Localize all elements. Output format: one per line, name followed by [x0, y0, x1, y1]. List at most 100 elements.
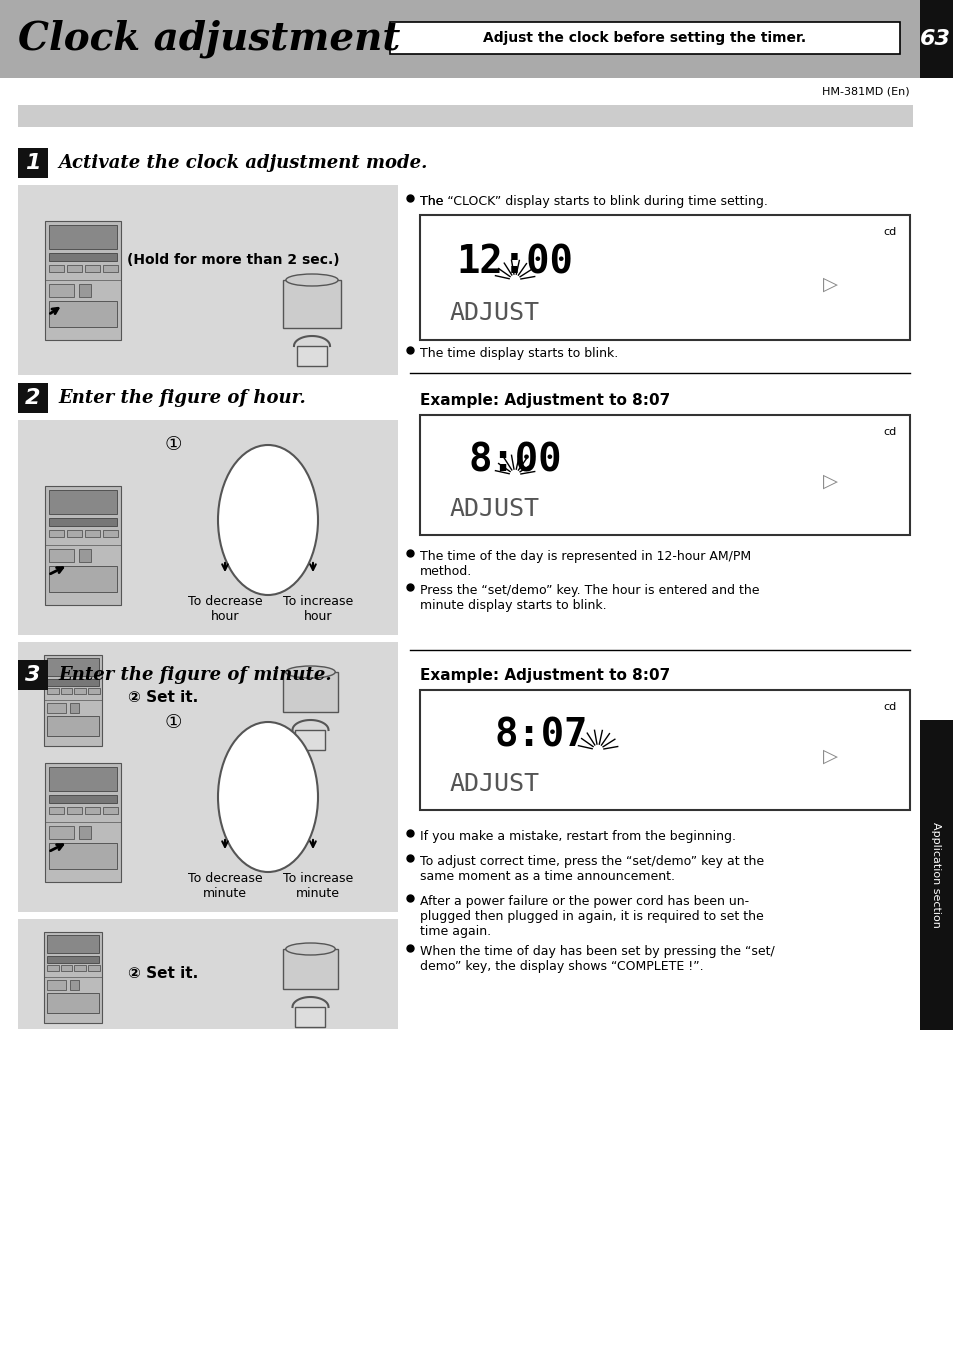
- Bar: [74, 688, 86, 693]
- Bar: [49, 566, 117, 592]
- Bar: [0, 0, 953, 78]
- Text: Application section: Application section: [930, 821, 940, 928]
- Text: cd: cd: [882, 227, 896, 236]
- Bar: [18, 697, 397, 912]
- Bar: [18, 919, 397, 1029]
- Bar: [61, 966, 72, 970]
- Bar: [49, 794, 117, 804]
- Text: cd: cd: [882, 703, 896, 712]
- Bar: [49, 827, 74, 839]
- Bar: [18, 642, 397, 753]
- Bar: [18, 185, 397, 376]
- Text: Example: Adjustment to 8:07: Example: Adjustment to 8:07: [419, 393, 670, 408]
- Text: Adjust the clock before setting the timer.: Adjust the clock before setting the time…: [483, 31, 805, 45]
- Text: Enter the figure of hour.: Enter the figure of hour.: [58, 389, 305, 407]
- Bar: [47, 704, 67, 713]
- Text: ▷: ▷: [821, 747, 837, 766]
- Bar: [49, 253, 117, 261]
- Text: Activate the clock adjustment mode.: Activate the clock adjustment mode.: [58, 154, 427, 172]
- Ellipse shape: [286, 274, 337, 286]
- Text: Example: Adjustment to 8:07: Example: Adjustment to 8:07: [419, 667, 670, 684]
- Bar: [49, 843, 117, 869]
- Bar: [49, 490, 117, 513]
- Bar: [390, 22, 899, 54]
- Bar: [18, 382, 48, 413]
- Bar: [49, 530, 64, 536]
- Bar: [61, 688, 72, 693]
- Bar: [85, 530, 100, 536]
- Text: To increase
minute: To increase minute: [283, 871, 353, 900]
- Bar: [18, 149, 48, 178]
- Bar: [67, 807, 82, 813]
- Text: ▷: ▷: [821, 471, 837, 490]
- Bar: [79, 284, 91, 297]
- Bar: [70, 981, 79, 990]
- Bar: [70, 704, 79, 713]
- Bar: [296, 346, 327, 366]
- Text: 63: 63: [919, 28, 949, 49]
- Ellipse shape: [286, 943, 335, 955]
- Bar: [88, 688, 99, 693]
- Text: 8:07: 8:07: [495, 716, 588, 755]
- Bar: [85, 807, 100, 813]
- Text: To decrease
minute: To decrease minute: [188, 871, 262, 900]
- Bar: [49, 301, 117, 327]
- Bar: [419, 690, 909, 811]
- Text: ADJUST: ADJUST: [450, 497, 539, 520]
- Bar: [45, 762, 121, 881]
- Bar: [295, 1006, 325, 1027]
- Bar: [919, 720, 953, 1029]
- Bar: [47, 680, 99, 686]
- Text: ADJUST: ADJUST: [450, 771, 539, 796]
- Bar: [49, 807, 64, 813]
- Bar: [49, 284, 74, 297]
- Text: To increase
hour: To increase hour: [283, 594, 353, 623]
- Bar: [47, 688, 59, 693]
- Text: ①: ①: [164, 712, 182, 731]
- Bar: [283, 280, 340, 328]
- Text: ② Set it.: ② Set it.: [128, 966, 198, 981]
- Bar: [79, 827, 91, 839]
- Text: Enter the figure of minute.: Enter the figure of minute.: [58, 666, 332, 684]
- Text: ② Set it.: ② Set it.: [128, 689, 198, 704]
- Text: 8:00: 8:00: [468, 442, 561, 480]
- Bar: [283, 671, 337, 712]
- Bar: [45, 220, 121, 339]
- Text: To adjust correct time, press the “set/demo” key at the
same moment as a time an: To adjust correct time, press the “set/d…: [419, 855, 763, 884]
- Bar: [79, 550, 91, 562]
- Text: 12:00: 12:00: [456, 243, 573, 281]
- Ellipse shape: [218, 721, 317, 871]
- Bar: [44, 654, 102, 746]
- Text: The time of the day is represented in 12-hour AM/PM
method.: The time of the day is represented in 12…: [419, 550, 750, 578]
- Bar: [102, 807, 118, 813]
- Bar: [67, 265, 82, 272]
- Ellipse shape: [286, 666, 335, 678]
- Bar: [74, 966, 86, 970]
- Bar: [18, 105, 912, 127]
- Bar: [47, 981, 67, 990]
- Bar: [102, 265, 118, 272]
- Bar: [85, 265, 100, 272]
- Text: To decrease
hour: To decrease hour: [188, 594, 262, 623]
- Text: Clock adjustment: Clock adjustment: [18, 20, 400, 58]
- Bar: [18, 661, 48, 690]
- Bar: [47, 966, 59, 970]
- Bar: [47, 716, 99, 736]
- Bar: [47, 935, 99, 952]
- Bar: [49, 224, 117, 249]
- Text: HM-381MD (En): HM-381MD (En): [821, 86, 909, 97]
- Bar: [419, 415, 909, 535]
- Ellipse shape: [218, 444, 317, 594]
- Bar: [919, 0, 953, 78]
- Text: The: The: [419, 195, 447, 208]
- Text: The time display starts to blink.: The time display starts to blink.: [419, 347, 618, 359]
- Bar: [47, 993, 99, 1013]
- Bar: [49, 767, 117, 790]
- Bar: [47, 658, 99, 676]
- Text: Press the “set/demo” key. The hour is entered and the
minute display starts to b: Press the “set/demo” key. The hour is en…: [419, 584, 759, 612]
- Bar: [49, 550, 74, 562]
- Text: ADJUST: ADJUST: [450, 300, 539, 324]
- Bar: [88, 966, 99, 970]
- Bar: [295, 730, 325, 750]
- Text: 3: 3: [25, 665, 41, 685]
